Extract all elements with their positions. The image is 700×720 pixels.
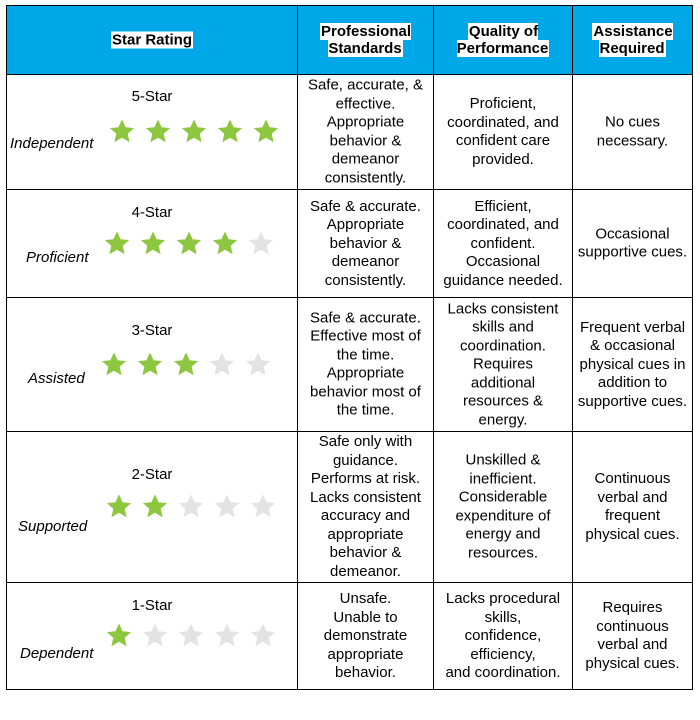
star-filled-icon [105,622,133,650]
rating-cell: 4-Star Proficient [6,189,297,297]
assistance-required-cell: Requires continuous verbal and physical … [572,582,693,690]
star-empty-icon [244,351,272,379]
star-filled-icon [172,351,200,379]
star-empty-icon [249,622,277,650]
star-rating-table: Star Rating Professional Standards Quali… [6,5,693,690]
rating-name: Proficient [26,249,89,266]
star-empty-icon [247,230,275,258]
quality-of-performance-cell: Lacks procedural skills, confidence, eff… [433,582,572,690]
table-row: 5-Star Independent Safe, accurate, & effec… [6,74,693,189]
star-rating-display [105,622,277,650]
professional-standards-cell: Safe only with guidance. Performs at ris… [297,431,433,582]
star-rating-display [108,118,280,146]
assistance-required-cell: No cues necessary. [572,74,693,189]
rating-name: Independent [10,135,94,152]
header-quality-of-performance: Quality of Performance [433,5,572,74]
professional-standards-cell: Safe & accurate. Effective most of the t… [297,297,433,431]
header-assistance-required-label: Assistance Required [592,23,673,57]
table-row: 2-Star Supported Safe only with guidance. … [6,431,693,582]
assistance-required-cell: Occasional supportive cues. [572,189,693,297]
rating-level: 4-Star [131,204,173,221]
quality-of-performance-cell: Lacks consistent skills and coordination… [433,297,572,431]
rating-cell: 3-Star Assisted [6,297,297,431]
professional-standards-cell: Unsafe. Unable to demonstrate appropriat… [297,582,433,690]
quality-of-performance-cell: Proficient, coordinated, and confident c… [433,74,572,189]
table-row: 1-Star Dependent Unsafe. Unable to demonst… [6,582,693,690]
table-row: 3-Star Assisted Safe & accurate. Effective… [6,297,693,431]
quality-of-performance-cell: Unskilled & inefficient. Considerable ex… [433,431,572,582]
star-filled-icon [180,118,208,146]
professional-standards-cell: Safe, accurate, & effective. Appropriate… [297,74,433,189]
star-filled-icon [136,351,164,379]
star-filled-icon [211,230,239,258]
header-star-rating-label: Star Rating [110,31,193,49]
star-filled-icon [105,493,133,521]
assistance-required-text: Frequent verbal & occasional physical cu… [577,318,688,410]
quality-of-performance-text: Lacks procedural skills, confidence, eff… [445,589,561,681]
rating-level: 3-Star [131,322,173,339]
rating-cell: 5-Star Independent [6,74,297,189]
header-assistance-required: Assistance Required [572,5,693,74]
quality-of-performance-text: Proficient, coordinated, and confident c… [447,95,559,168]
assistance-required-text: Requires continuous verbal and physical … [585,599,680,672]
quality-of-performance-cell: Efficient, coordinated, and confident. O… [433,189,572,297]
header-quality-of-performance-label: Quality of Performance [456,23,550,57]
rating-cell: 2-Star Supported [6,431,297,582]
professional-standards-text: Safe & accurate. Effective most of the t… [310,309,421,419]
rating-name: Dependent [20,645,94,662]
star-filled-icon [144,118,172,146]
star-filled-icon [141,493,169,521]
professional-standards-text: Unsafe. Unable to demonstrate appropriat… [323,589,408,681]
star-empty-icon [213,493,241,521]
star-filled-icon [252,118,280,146]
professional-standards-text: Safe & accurate. Appropriate behavior & … [310,197,421,289]
professional-standards-text: Safe only with guidance. Performs at ris… [310,433,421,580]
star-filled-icon [103,230,131,258]
quality-of-performance-text: Efficient, coordinated, and confident. O… [443,197,563,289]
header-star-rating: Star Rating [6,5,297,74]
rating-name: Supported [18,518,88,535]
star-empty-icon [208,351,236,379]
rating-level: 5-Star [131,88,173,105]
star-rating-display [103,230,275,258]
rating-level: 1-Star [131,597,173,614]
assistance-required-text: Continuous verbal and frequent physical … [585,470,680,543]
quality-of-performance-text: Lacks consistent skills and coordination… [447,299,559,428]
header-professional-standards: Professional Standards [297,5,433,74]
star-filled-icon [108,118,136,146]
table-row: 4-Star Proficient Safe & accurate. Appropr… [6,189,693,297]
star-empty-icon [177,493,205,521]
rating-cell: 1-Star Dependent [6,582,297,690]
star-empty-icon [249,493,277,521]
assistance-required-text: Occasional supportive cues. [577,225,688,261]
header-professional-standards-label: Professional Standards [319,23,412,57]
rating-name: Assisted [28,370,85,387]
star-empty-icon [213,622,241,650]
star-filled-icon [139,230,167,258]
star-empty-icon [177,622,205,650]
assistance-required-cell: Frequent verbal & occasional physical cu… [572,297,693,431]
star-filled-icon [100,351,128,379]
professional-standards-cell: Safe & accurate. Appropriate behavior & … [297,189,433,297]
star-filled-icon [175,230,203,258]
table-header-row: Star Rating Professional Standards Quali… [6,5,693,74]
assistance-required-text: No cues necessary. [596,113,669,150]
assistance-required-cell: Continuous verbal and frequent physical … [572,431,693,582]
quality-of-performance-text: Unskilled & inefficient. Considerable ex… [455,451,551,562]
professional-standards-text: Safe, accurate, & effective. Appropriate… [307,76,424,187]
star-empty-icon [141,622,169,650]
star-rating-display [100,351,272,379]
star-rating-display [105,493,277,521]
rating-level: 2-Star [131,466,173,483]
star-filled-icon [216,118,244,146]
